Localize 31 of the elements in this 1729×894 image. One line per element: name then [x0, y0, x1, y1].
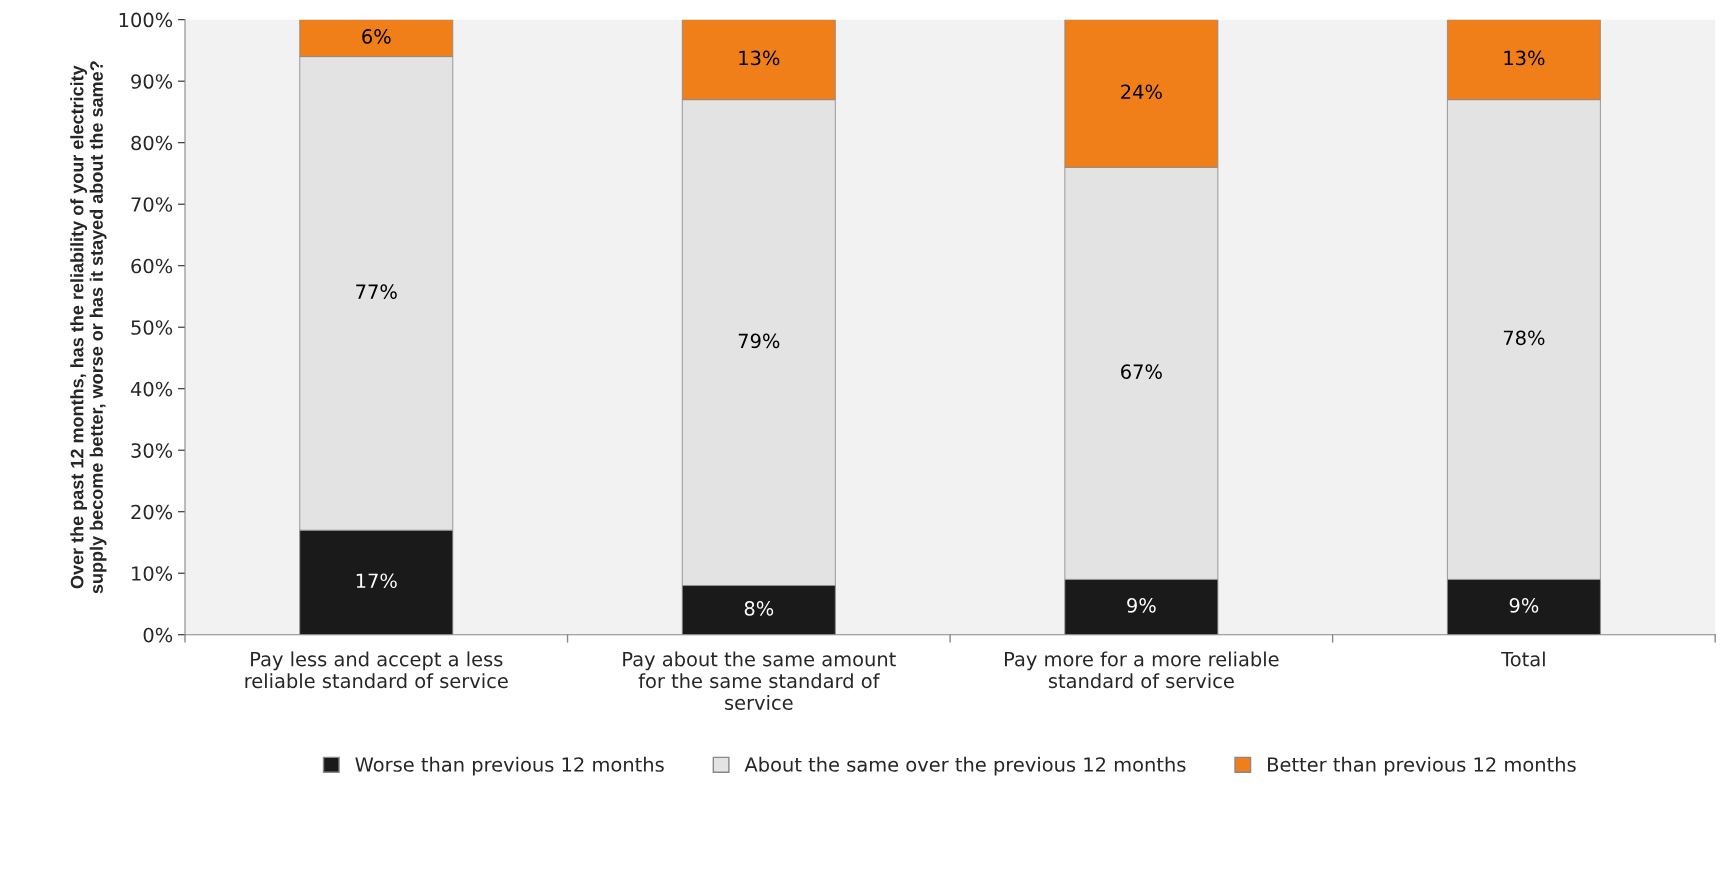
data-label: 67% [1121, 364, 1162, 379]
y-tick-label: 40% [130, 381, 173, 397]
legend-label: Better than previous 12 months [1268, 756, 1576, 776]
legend-label: About the same over the previous 12 months [744, 756, 1186, 776]
y-tick-label: 80% [131, 135, 173, 151]
y-tick-label: 50% [131, 320, 173, 335]
legend-label: Worse than previous 12 months [355, 756, 664, 776]
data-label: 77% [356, 284, 397, 300]
data-label: 8% [744, 601, 774, 616]
data-label: 9% [1509, 598, 1539, 613]
data-label: 79% [738, 333, 780, 349]
data-label: 13% [739, 50, 780, 66]
y-tick-label: 0% [143, 627, 173, 643]
y-tick-label: 70% [131, 197, 173, 212]
y-tick-label: 30% [131, 443, 173, 458]
y-tick-label: 20% [131, 504, 173, 520]
y-tick-label: 10% [132, 566, 173, 581]
x-tick-label: Total [1501, 651, 1545, 667]
x-tick-label: Pay more for a more reliable standard of service [1005, 651, 1279, 689]
y-tick-label: 60% [131, 258, 173, 274]
y-axis-title: Over the past 12 months, has the reliability of your electricity supply become better, worse or has it stayed about the same? [70, 61, 107, 594]
data-label: 78% [1503, 330, 1545, 346]
data-label: 13% [1504, 50, 1545, 66]
data-label: 24% [1121, 84, 1162, 100]
y-tick-label: 100% [119, 12, 173, 28]
y-tick-label: 90% [131, 74, 173, 89]
data-label: 9% [1127, 598, 1156, 613]
data-label: 17% [356, 573, 397, 589]
data-label: 6% [362, 29, 391, 44]
x-tick-label: Pay about the same amount for the same standard of service [623, 651, 896, 710]
x-tick-label: Pay less and accept a less reliable standard of service [245, 651, 508, 689]
